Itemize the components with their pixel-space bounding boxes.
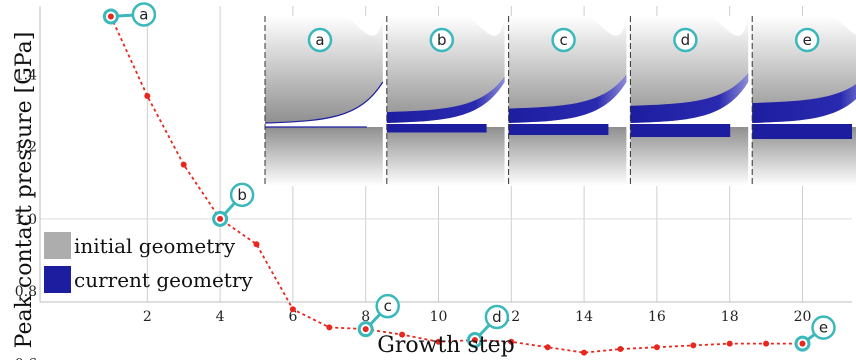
marker-badge-label: d <box>492 308 502 326</box>
point-badges: a b c d e <box>102 2 836 352</box>
inset-label-text: a <box>315 31 324 49</box>
inset-label-badge <box>551 27 576 53</box>
marker-badge <box>131 2 157 27</box>
inset-label-badge <box>794 27 820 53</box>
marker-badge <box>811 315 836 340</box>
marker-point <box>107 13 114 20</box>
inset-current-geometry-lower <box>386 124 487 133</box>
y-tick-label: 0.6 <box>15 357 37 360</box>
inset-lower-body <box>265 127 383 186</box>
inset-label-text: d <box>681 31 691 49</box>
x-tick-label: 16 <box>648 309 666 325</box>
marker-badge-label: e <box>819 319 828 337</box>
inset-current-geometry-lower <box>508 124 609 135</box>
data-point <box>690 342 697 349</box>
inset-upper-body <box>386 16 505 123</box>
y-tick-label: 1.2 <box>15 140 37 156</box>
x-tick-label: 10 <box>430 309 448 325</box>
data-point <box>326 324 333 331</box>
marker-badge-label: a <box>139 5 148 23</box>
inset-current-geometry-upper <box>508 74 627 123</box>
marker-point <box>799 340 806 347</box>
x-tick-label: 20 <box>794 309 812 325</box>
marker-badge <box>375 293 400 319</box>
legend-label: current geometry <box>74 268 253 292</box>
y-tick-label: 1.4 <box>15 67 37 83</box>
inset-contact-line <box>264 81 384 124</box>
x-tick-label: 2 <box>143 309 152 325</box>
inset-label-text: c <box>559 31 567 49</box>
inset-panel-b: b <box>386 16 509 186</box>
inset-label-badge <box>307 27 333 53</box>
legend-swatch <box>44 266 71 293</box>
legend: initial geometry current geometry <box>44 232 253 293</box>
data-point <box>763 340 770 347</box>
x-tick-label: 8 <box>361 309 370 325</box>
x-axis-label: Growth step <box>377 333 514 358</box>
inset-upper-body <box>508 16 627 123</box>
inset-upper-body <box>265 16 383 123</box>
data-point <box>180 161 187 168</box>
data-point <box>726 340 733 347</box>
inset-current-geometry-lower <box>630 124 731 137</box>
data-point <box>144 92 151 99</box>
x-tick-label: 4 <box>216 309 225 325</box>
inset-label-badge <box>429 27 455 53</box>
series-line <box>110 16 803 354</box>
inset-current-geometry-upper <box>752 84 856 123</box>
inset-current-geometry-lower <box>752 124 852 139</box>
inset-panel-c: c <box>508 16 631 186</box>
y-tick-label: 1.0 <box>15 212 37 228</box>
legend-swatch <box>44 232 71 259</box>
x-tick-label: 14 <box>575 309 593 325</box>
inset-label-badge <box>673 27 698 53</box>
inset-label-text: b <box>437 31 447 49</box>
data-point <box>653 344 660 351</box>
marker-badge <box>229 182 255 208</box>
x-tick-label: 6 <box>288 309 297 325</box>
marker-badge-label: b <box>237 186 247 204</box>
marker-point <box>217 215 224 222</box>
x-tick-label: 18 <box>721 309 739 325</box>
data-point <box>581 349 588 356</box>
legend-label: initial geometry <box>74 234 236 258</box>
marker-badge-label: c <box>384 297 392 315</box>
marker-point <box>471 337 478 344</box>
marker-point <box>362 326 369 333</box>
inset-label-text: e <box>803 31 812 49</box>
inset-panel-a: a <box>264 16 387 186</box>
data-point <box>544 344 551 351</box>
data-point <box>508 338 515 345</box>
data-point <box>617 346 624 353</box>
y-axis-label: Peak contact pressure [GPa] <box>12 32 37 349</box>
inset-lower-body <box>386 127 505 186</box>
inset-current-geometry-upper <box>386 76 505 123</box>
data-point <box>399 331 406 338</box>
inset-panel-e: e <box>751 16 856 186</box>
inset-lower-body <box>508 127 627 186</box>
marker-badge <box>484 304 510 330</box>
inset-panels: a b c d e <box>264 16 856 186</box>
inset-current-geometry-upper <box>630 72 749 123</box>
data-point <box>253 241 260 248</box>
data-point <box>289 306 296 313</box>
y-tick-label: 0.8 <box>15 284 37 300</box>
data-point <box>435 338 442 345</box>
inset-panel-d: d <box>629 16 753 186</box>
